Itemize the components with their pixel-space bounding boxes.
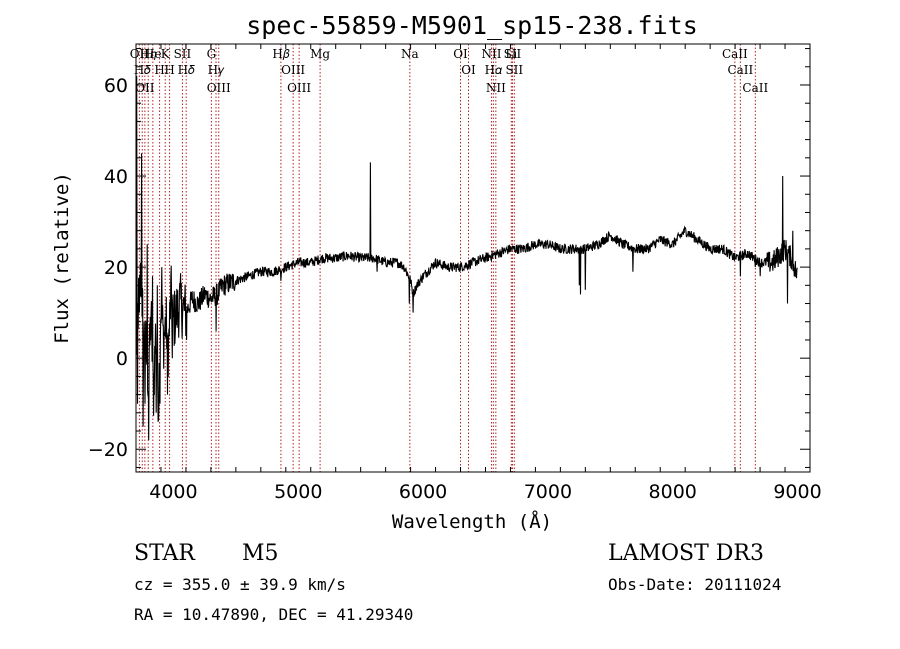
y-tick-label: 20: [104, 257, 128, 279]
emission-line-label: G: [207, 47, 217, 61]
emission-line-label: OIII: [207, 81, 231, 95]
x-tick-label: 4000: [149, 481, 197, 503]
emission-line-label: OI: [461, 63, 476, 77]
x-tick-label: 6000: [399, 481, 447, 503]
y-tick-label: 0: [116, 348, 128, 370]
x-tick-label: 5000: [274, 481, 322, 503]
plot-frame: [135, 43, 811, 473]
observation-date: Obs-Date: 20111024: [608, 575, 781, 594]
survey-name: LAMOST DR3: [608, 541, 764, 566]
emission-line-label: H𝛽: [272, 47, 289, 61]
x-axis-ticks: 4000 5000 6000 7000 8000 9000: [135, 44, 822, 503]
redshift-velocity: cz = 355.0 ± 39.9 km/s: [134, 575, 346, 594]
emission-line-label: CaII: [727, 63, 753, 77]
emission-line-label: Li: [505, 47, 517, 61]
x-tick-label: 9000: [773, 481, 821, 503]
emission-line-label: H𝛾: [208, 63, 225, 77]
y-tick-label: −20: [88, 439, 128, 461]
emission-line-label: H: [154, 63, 164, 77]
emission-line-label: H𝜂: [140, 47, 157, 61]
emission-line-label: SII: [174, 47, 192, 61]
y-axis-ticks: −20 0 20 40 60: [88, 48, 810, 468]
emission-line-markers: [138, 44, 756, 472]
y-tick-label: 60: [104, 75, 128, 97]
spectrum-line: [135, 75, 798, 441]
emission-line-label: OII: [130, 47, 150, 61]
emission-line-label: He: [144, 47, 162, 61]
emission-line-label: NII: [481, 47, 501, 61]
emission-line-label: CaII: [742, 81, 768, 95]
object-subclass: M5: [242, 541, 279, 566]
object-class: STAR: [134, 541, 196, 566]
emission-line-label: H: [164, 63, 174, 77]
x-axis-label: Wavelength (Å): [392, 510, 552, 533]
emission-line-label: Na: [401, 47, 419, 61]
emission-line-label: SII: [504, 47, 522, 61]
emission-line-label: Mg: [310, 47, 330, 61]
y-axis-label: Flux (relative): [51, 172, 73, 344]
emission-line-label: H𝛿: [178, 63, 195, 77]
x-tick-label: 7000: [524, 481, 572, 503]
emission-line-label: H𝛼: [485, 63, 502, 77]
emission-line-label: OII: [135, 81, 155, 95]
emission-line-label: OIII: [287, 81, 311, 95]
emission-line-label: CaII: [722, 47, 748, 61]
coordinates: RA = 10.47890, DEC = 41.29340: [134, 605, 413, 624]
emission-line-label: K: [161, 47, 171, 61]
emission-line-label: OIII: [281, 63, 305, 77]
emission-line-label: OI: [453, 47, 468, 61]
chart-title: spec-55859-M5901_sp15-238.fits: [246, 11, 698, 40]
emission-line-label: SII: [505, 63, 523, 77]
emission-line-label: NII: [486, 81, 506, 95]
x-tick-label: 8000: [649, 481, 697, 503]
y-tick-label: 40: [104, 166, 128, 188]
